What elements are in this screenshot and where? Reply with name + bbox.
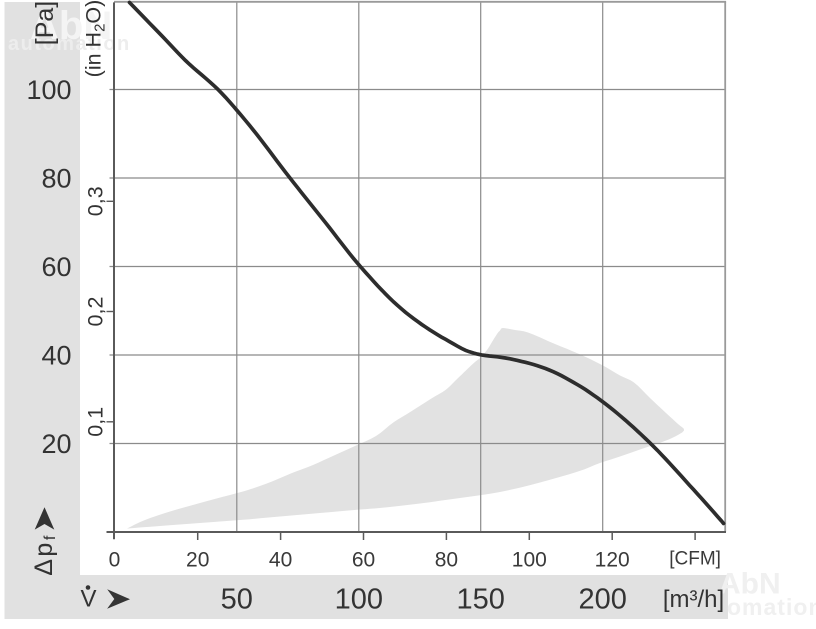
svg-text:120: 120 [595,549,630,572]
svg-text:omation: omation [727,594,816,620]
svg-text:80: 80 [435,549,458,572]
svg-text:(in H2O): (in H2O) [82,0,109,77]
svg-text:40: 40 [41,341,71,371]
svg-text:V: V [81,586,97,613]
svg-text:100: 100 [512,549,547,572]
svg-text:100: 100 [26,75,71,105]
svg-text:50: 50 [221,584,253,616]
svg-text:[Pa]: [Pa] [31,1,59,45]
svg-text:40: 40 [269,549,292,572]
svg-text:[m³/h]: [m³/h] [663,586,724,613]
svg-text:[CFM]: [CFM] [669,549,721,570]
svg-text:150: 150 [457,584,505,616]
svg-text:20: 20 [186,549,209,572]
svg-text:0,2: 0,2 [84,297,108,327]
svg-text:AbN: AbN [30,4,112,48]
svg-text:0,3: 0,3 [84,186,108,216]
svg-text:200: 200 [579,584,627,616]
svg-text:60: 60 [41,252,71,282]
svg-text:AbN: AbN [719,568,781,601]
svg-text:60: 60 [352,549,375,572]
svg-text:0,1: 0,1 [84,407,108,437]
svg-text:Δpf: Δpf [30,533,59,576]
svg-text:automation: automation [8,33,131,55]
svg-text:20: 20 [41,429,71,459]
svg-text:100: 100 [335,584,383,616]
svg-text:80: 80 [41,164,71,194]
svg-text:0: 0 [109,549,121,572]
